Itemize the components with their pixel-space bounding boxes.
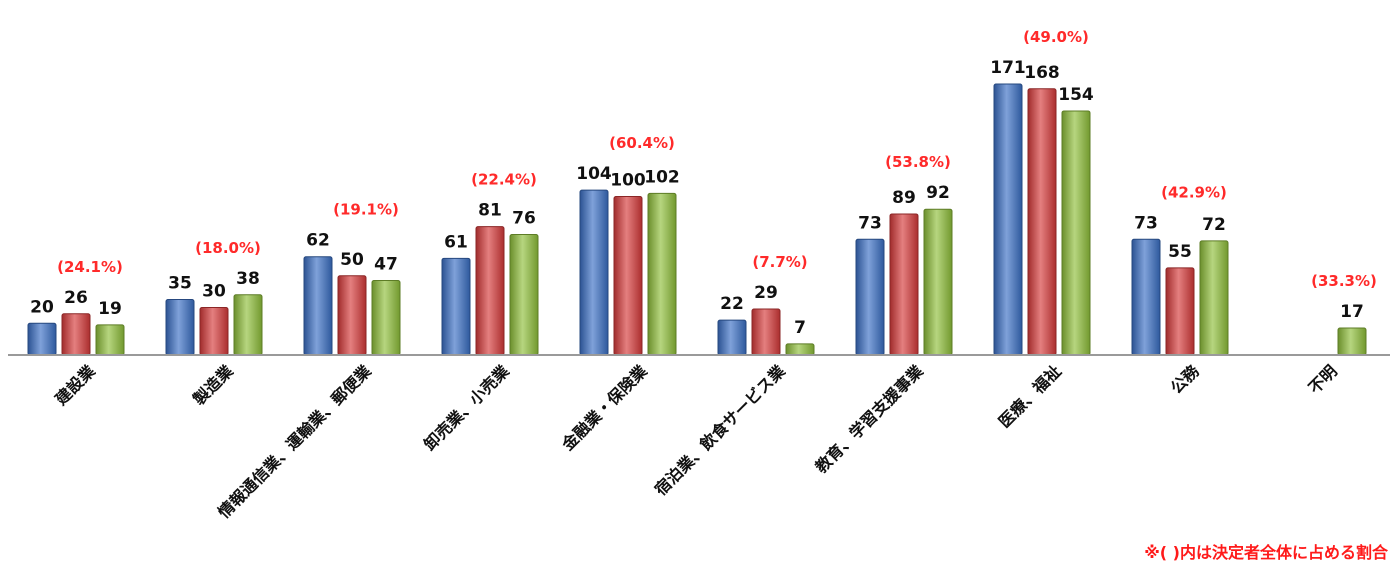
bar-value-label: 26 <box>64 288 88 308</box>
category-label: 不明 <box>1305 361 1341 397</box>
percent-annotation: (18.0%) <box>195 239 261 257</box>
bar <box>371 280 401 356</box>
bar-value-label: 20 <box>30 297 54 317</box>
percent-annotation: (24.1%) <box>57 258 123 276</box>
bar-value-label: 76 <box>512 209 536 229</box>
category-label: 卸売業、小売業 <box>420 361 513 454</box>
bar-value-label: 62 <box>306 231 330 251</box>
bar-value-label: 73 <box>1134 213 1158 233</box>
bar <box>95 324 125 356</box>
category-label: 製造業 <box>189 361 238 410</box>
percent-annotation: (7.7%) <box>752 253 807 271</box>
bar-value-label: 100 <box>610 171 646 191</box>
bar-value-label: 72 <box>1202 215 1226 235</box>
bar-value-label: 92 <box>926 183 950 203</box>
bar-value-label: 55 <box>1168 242 1192 262</box>
percent-annotation: (60.4%) <box>609 134 675 152</box>
percent-annotation: (53.8%) <box>885 153 951 171</box>
bar <box>441 257 471 356</box>
bar <box>717 319 747 356</box>
bar <box>509 234 539 356</box>
bar <box>993 83 1023 356</box>
bar-value-label: 73 <box>858 213 882 233</box>
category-label: 宿泊業、飲食サービス業 <box>651 361 790 500</box>
percent-annotation: (33.3%) <box>1311 272 1377 290</box>
bar-value-label: 104 <box>576 164 612 184</box>
bar-value-label: 168 <box>1024 63 1060 83</box>
bar-value-label: 47 <box>374 255 398 275</box>
bar <box>337 275 367 356</box>
bar-value-label: 17 <box>1340 302 1364 322</box>
bar-value-label: 19 <box>98 299 122 319</box>
percent-annotation: (49.0%) <box>1023 28 1089 46</box>
bar-value-label: 29 <box>754 283 778 303</box>
bar <box>855 238 885 356</box>
bar <box>27 322 57 356</box>
category-label: 公務 <box>1167 361 1204 398</box>
bar <box>785 343 815 356</box>
bar <box>1199 240 1229 356</box>
percent-annotations-layer: (24.1%) (18.0%) (19.1%) (22.4%) (60.4%) (7.7%… <box>57 28 1377 290</box>
bar <box>233 294 263 356</box>
bar-value-label: 38 <box>236 269 260 289</box>
bar <box>613 196 643 356</box>
bar <box>647 192 677 356</box>
footnote: ※( )内は決定者全体に占める割合 <box>1144 543 1388 562</box>
bar <box>1061 110 1091 356</box>
percent-annotation: (22.4%) <box>471 171 537 189</box>
bar-value-label: 81 <box>478 201 502 221</box>
bar <box>165 299 195 356</box>
category-label: 教育、学習支援事業 <box>812 361 928 477</box>
bar-value-label: 22 <box>720 294 744 314</box>
category-label: 建設業 <box>51 361 99 409</box>
bar <box>923 208 953 356</box>
bar-value-label: 50 <box>340 250 364 270</box>
bar-value-label: 7 <box>794 318 806 338</box>
category-label: 医療、福祉 <box>995 361 1065 431</box>
bar-value-label: 35 <box>168 274 192 294</box>
bar <box>61 313 91 356</box>
percent-annotation: (19.1%) <box>333 201 399 219</box>
bar <box>475 226 505 356</box>
bar <box>1165 267 1195 356</box>
bar <box>1131 238 1161 356</box>
bar-value-label: 61 <box>444 232 468 252</box>
bar <box>889 213 919 356</box>
bar <box>1027 88 1057 356</box>
bar <box>199 306 229 356</box>
bar-value-label: 102 <box>644 167 680 187</box>
bar <box>579 189 609 356</box>
percent-annotation: (42.9%) <box>1161 183 1227 201</box>
category-label: 金融業・保険業 <box>557 361 651 455</box>
bar-value-label: 30 <box>202 281 226 301</box>
bars-layer <box>27 83 1367 356</box>
bar <box>303 256 333 356</box>
bar <box>751 308 781 356</box>
bar <box>1337 327 1367 356</box>
bar-value-label: 89 <box>892 188 916 208</box>
bar-value-label: 154 <box>1058 85 1094 105</box>
category-label: 情報通信業、運輸業、郵便業 <box>214 361 375 522</box>
bar-value-label: 171 <box>990 58 1026 78</box>
